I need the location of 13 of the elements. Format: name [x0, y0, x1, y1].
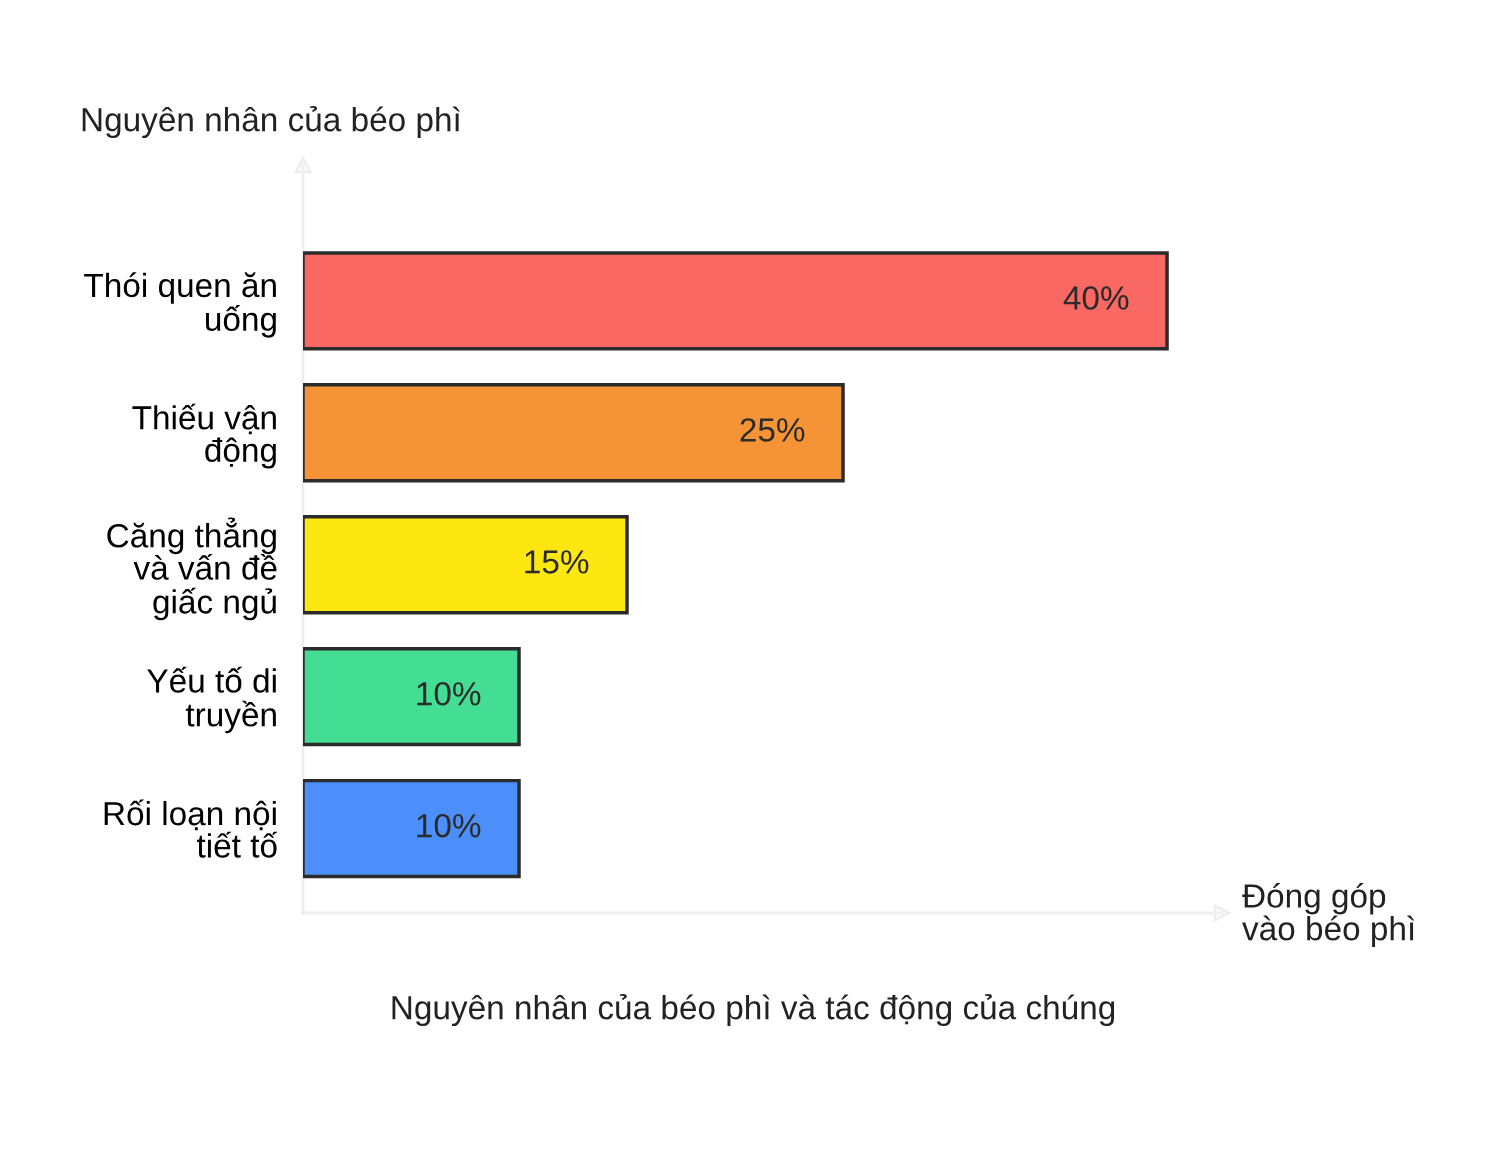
- y-axis-title: Nguyên nhân của béo phì: [82, 105, 460, 139]
- data-label: 40%: [1063, 286, 1129, 310]
- y-tick-label: Thiếu vận động: [132, 403, 276, 469]
- data-label: 10%: [417, 813, 481, 838]
- y-tick-label: Rối loạn nội tiết tố: [104, 799, 278, 858]
- x-axis-title: Đóng góp vào béo phì: [1242, 882, 1415, 948]
- data-label: 15%: [525, 550, 589, 574]
- text: Nguyên nhân của béo phì và tác động của chúng: [392, 993, 1115, 1027]
- y-tick-label: Yếu tố di truyền: [147, 666, 276, 734]
- y-tick-label: Căng thẳng và vấn đề giấc ngủ: [107, 517, 277, 621]
- data-label: 10%: [417, 681, 481, 706]
- y-tick-label: Thói quen ăn uống: [84, 272, 276, 338]
- data-label: 25%: [740, 418, 805, 442]
